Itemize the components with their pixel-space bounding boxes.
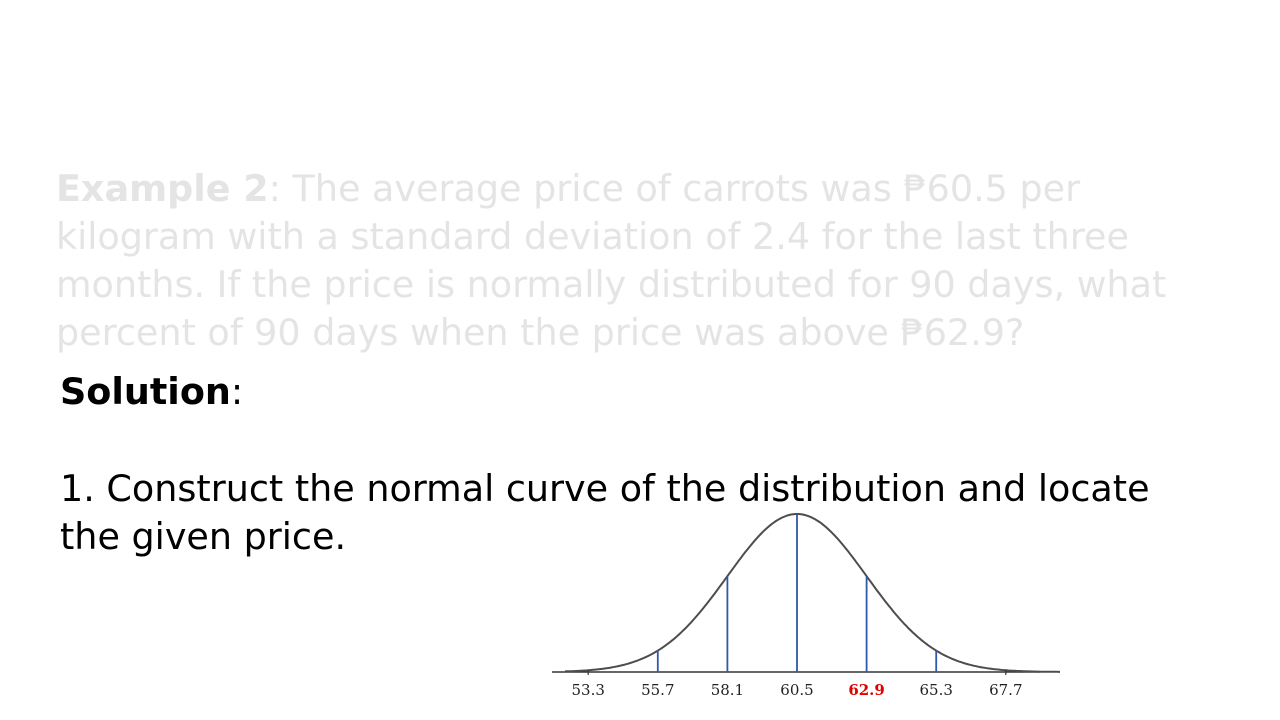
tick-label: 53.3 (571, 681, 604, 699)
tick-label: 67.7 (989, 681, 1022, 699)
tick-label: 60.5 (780, 681, 813, 699)
normal-curve (564, 513, 1060, 673)
chart-layer: 53.3 55.7 58.1 60.5 62.9 65.3 67.7 (564, 513, 1060, 699)
solution-label: Solution (60, 370, 231, 413)
normal-curve-chart: 53.3 55.7 58.1 60.5 62.9 65.3 67.7 (552, 513, 1060, 699)
example-label-colon: : (268, 167, 281, 210)
step-1-text: 1. Construct the normal curve of the dis… (60, 467, 1150, 558)
example-problem: Example 2: The average price of carrots … (56, 165, 1216, 357)
example-label: Example 2 (56, 167, 269, 210)
solution-heading: Solution: (60, 368, 243, 416)
tick-label: 65.3 (919, 681, 952, 699)
tick-label: 55.7 (641, 681, 674, 699)
tick-label: 58.1 (711, 681, 744, 699)
solution-colon: : (230, 370, 244, 413)
example-text: The average price of carrots was ₱60.5 p… (56, 167, 1167, 354)
tick-label-highlight: 62.9 (848, 681, 885, 699)
